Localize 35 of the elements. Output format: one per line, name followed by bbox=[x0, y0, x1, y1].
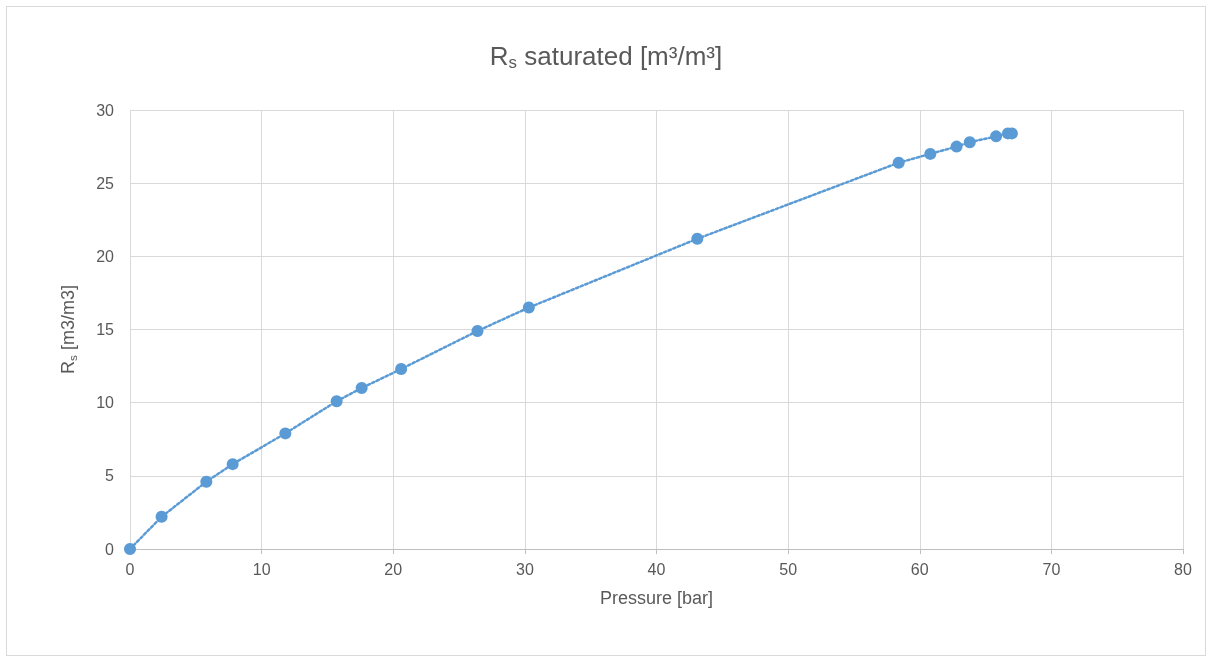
y-tick-label: 20 bbox=[96, 247, 115, 265]
y-tick-label: 5 bbox=[105, 467, 115, 485]
y-tick-label: 10 bbox=[96, 394, 115, 412]
chart-title: Rs saturated [m³/m³] bbox=[489, 41, 723, 72]
point bbox=[691, 232, 704, 245]
x-tick-label: 30 bbox=[515, 560, 534, 578]
point bbox=[330, 395, 343, 408]
x-tick-label: 20 bbox=[384, 560, 403, 578]
x-tick-label: 50 bbox=[779, 560, 798, 578]
x-tick-label: 10 bbox=[252, 560, 271, 578]
y-tick-label: 0 bbox=[105, 540, 115, 558]
point bbox=[924, 147, 937, 160]
y-tick-label: 25 bbox=[96, 174, 115, 192]
point bbox=[950, 140, 963, 153]
x-tick-label: 0 bbox=[125, 560, 135, 578]
point bbox=[395, 363, 408, 376]
point bbox=[200, 475, 213, 488]
point bbox=[355, 382, 368, 395]
point bbox=[522, 301, 535, 314]
point bbox=[226, 458, 239, 471]
y-tick-label: 30 bbox=[96, 101, 115, 119]
point bbox=[124, 543, 136, 555]
x-tick-label: 70 bbox=[1042, 560, 1061, 578]
x-tick-label: 80 bbox=[1174, 560, 1192, 578]
point bbox=[279, 427, 292, 440]
x-tick-label: 60 bbox=[910, 560, 929, 578]
x-tick-label: 40 bbox=[647, 560, 666, 578]
point bbox=[471, 324, 484, 337]
x-axis-title: Pressure [bar] bbox=[599, 588, 714, 608]
y-tick-label: 15 bbox=[96, 321, 115, 338]
point bbox=[990, 130, 1003, 143]
point bbox=[892, 156, 905, 169]
point bbox=[155, 510, 168, 523]
point bbox=[963, 136, 976, 149]
y-axis-title: Rs [m3/m3] bbox=[57, 285, 79, 374]
